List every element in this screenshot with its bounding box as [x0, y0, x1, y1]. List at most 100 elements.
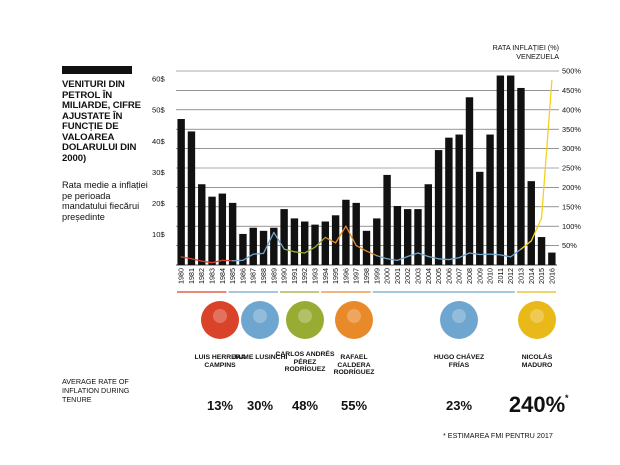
y2-tick-label: 300% [562, 144, 581, 153]
inflation-segment [458, 252, 471, 259]
president-average-inflation: 48% [291, 398, 319, 413]
y2-tick-label: 400% [562, 105, 581, 114]
inflation-segment [345, 225, 357, 247]
x-tick-label: 2006 [444, 268, 453, 284]
bar [486, 134, 494, 265]
inflation-segment [262, 231, 275, 255]
bar [270, 227, 278, 265]
inflation-segment [355, 244, 368, 252]
header-bar [62, 66, 132, 74]
inflation-segment [540, 80, 553, 219]
x-tick-label: 1995 [331, 268, 340, 284]
portrait-face [253, 309, 267, 323]
x-tick-label: 1989 [269, 268, 278, 284]
y2-tick-label: 50% [562, 241, 577, 250]
bar [331, 215, 340, 265]
bar [403, 209, 412, 265]
inflation-segment [520, 240, 532, 250]
x-tick-label: 2015 [537, 268, 546, 284]
chart-subtitle: Rata medie a inflației pe perioada manda… [62, 180, 148, 222]
bar [249, 227, 257, 265]
bar [311, 224, 319, 265]
president-name: Luis Herrera Campins [194, 354, 246, 369]
president-portrait [440, 301, 478, 339]
x-tick-label: 1997 [352, 268, 361, 284]
inflation-segment [437, 258, 450, 261]
x-tick-label: 2008 [465, 268, 474, 284]
president-portrait [518, 301, 556, 339]
president-name: Hugo Chávez Frías [433, 354, 485, 369]
x-tick-label: 1993 [311, 268, 320, 284]
inflation-segment [427, 255, 440, 260]
y-tick-label: 30$ [152, 168, 165, 177]
x-tick-label: 1992 [300, 268, 309, 284]
y2-tick-label: 200% [562, 183, 581, 192]
bar [321, 221, 330, 265]
bar [362, 230, 371, 265]
y-tick-label: 50$ [152, 106, 165, 115]
president-portrait [335, 301, 373, 339]
president-name: Nicolás Maduro [521, 354, 553, 369]
inflation-segment [489, 253, 502, 256]
x-tick-label: 2010 [486, 268, 495, 284]
inflation-segment [365, 250, 378, 257]
x-tick-label: 1987 [249, 268, 258, 284]
x-tick-label: 1991 [290, 268, 299, 284]
inflation-axis-label: Rata inflației (%) [492, 43, 559, 52]
x-tick-label: 1980 [177, 268, 186, 284]
portrait-face [347, 309, 361, 323]
y-tick-label: 40$ [152, 137, 165, 146]
inflation-segment [314, 236, 326, 248]
bar [414, 209, 422, 265]
portrait-face [213, 309, 227, 323]
inflation-segment [293, 251, 306, 254]
footnote: * Estimarea FMI pentru 2017 [443, 431, 553, 440]
bar [537, 237, 546, 265]
chart-title: Venituri din petrol în miliarde, cifre a… [62, 79, 141, 164]
inflation-segment [252, 252, 265, 255]
president-portrait [201, 301, 239, 339]
inflation-segment [530, 217, 543, 242]
estimate-asterisk: * [565, 393, 569, 403]
x-tick-label: 2003 [413, 268, 422, 284]
inflation-segment [324, 236, 337, 244]
inflation-axis-country: Venezuela [516, 52, 559, 61]
inflation-segment [407, 252, 419, 258]
president-name: Rafael Caldera Rodríguez [333, 354, 375, 377]
inflation-segment [448, 256, 460, 261]
portrait-face [530, 309, 544, 323]
y2-tick-label: 500% [562, 67, 581, 76]
x-tick-label: 1986 [238, 268, 247, 284]
inflation-segment [334, 225, 347, 244]
y2-tick-label: 350% [562, 125, 581, 134]
inflation-segment [273, 231, 285, 250]
x-tick-label: 2000 [383, 268, 392, 284]
x-tick-label: 2009 [475, 268, 484, 284]
bar [280, 209, 288, 265]
bar [455, 134, 463, 265]
president-average-inflation: 55% [340, 398, 368, 413]
bar [465, 97, 474, 265]
bar [198, 184, 206, 265]
x-tick-label: 2016 [547, 268, 556, 284]
president-name: Carlos Andrés Pérez Rodríguez [275, 351, 335, 374]
x-tick-label: 1996 [341, 268, 350, 284]
inflation-segment [417, 252, 429, 258]
x-tick-label: 2013 [516, 268, 525, 284]
bar [476, 171, 484, 265]
bar [383, 174, 391, 265]
bar [352, 202, 360, 265]
x-tick-label: 1999 [372, 268, 381, 284]
bar [424, 184, 432, 265]
bar [177, 119, 185, 265]
bar [301, 221, 309, 265]
y2-tick-label: 250% [562, 164, 581, 173]
x-tick-label: 1981 [187, 268, 196, 284]
x-tick-label: 1988 [259, 268, 268, 284]
inflation-segment [499, 254, 512, 258]
inflation-segment [396, 255, 409, 261]
bar [239, 233, 247, 265]
bar [445, 137, 453, 265]
inflation-segment [201, 260, 213, 264]
